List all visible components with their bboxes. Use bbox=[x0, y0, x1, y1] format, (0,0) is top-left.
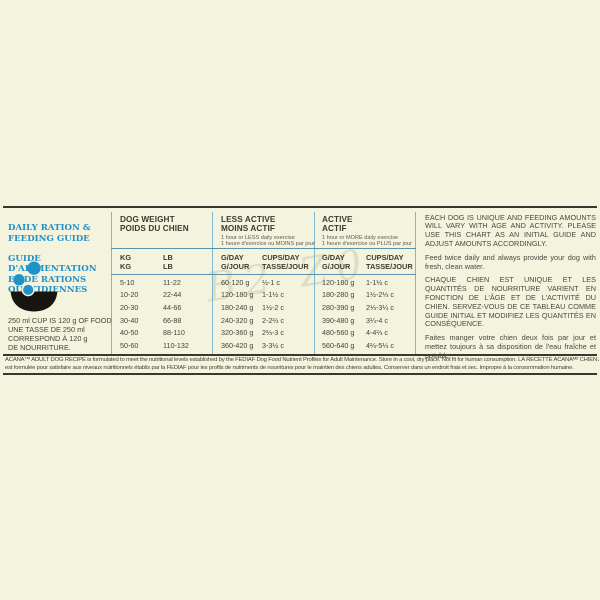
table-row: 40-50 88-110 320-360 g 2⅔-3 c 480-560 g … bbox=[111, 327, 416, 340]
top-rule bbox=[3, 206, 597, 209]
active-exercise-note: 1 hour or MORE daily exercise 1 heure d'… bbox=[322, 234, 412, 248]
bottom-rule bbox=[3, 373, 597, 376]
footnote-line-fr: est formulée pour satisfaire aux niveaux… bbox=[5, 364, 574, 371]
less-active-cups: 1½-2 c bbox=[262, 302, 284, 312]
advice-fr-note: Faites manger votre chien deux fois par … bbox=[425, 332, 596, 360]
less-active-grams: 360-420 g bbox=[221, 340, 254, 350]
sidebar-title-en: DAILY RATION & FEEDING GUIDE bbox=[8, 223, 91, 244]
active-grams: 560-640 g bbox=[322, 340, 355, 350]
col-group-active: ACTIVE ACTIF bbox=[322, 215, 353, 234]
active-grams: 480-560 g bbox=[322, 328, 355, 338]
kg-value: 50-60 bbox=[120, 340, 139, 350]
less-active-exercise-note: 1 hour or LESS daily exercise 1 heure d'… bbox=[221, 234, 315, 248]
active-grams: 120-180 g bbox=[322, 277, 355, 287]
less-active-grams: 120-180 g bbox=[221, 290, 254, 300]
less-active-cups: ½-1 c bbox=[262, 277, 280, 287]
less-active-grams: 180-240 g bbox=[221, 302, 254, 312]
advice-en-caps: EACH DOG IS UNIQUE AND FEEDING AMOUNTS W… bbox=[425, 212, 596, 249]
lb-value: 66-88 bbox=[163, 315, 182, 325]
kg-value: 5-10 bbox=[120, 277, 135, 287]
active-grams: 280-390 g bbox=[322, 302, 355, 312]
table-row: 20-30 44-66 180-240 g 1½-2 c 280-390 g 2… bbox=[111, 302, 416, 315]
less-active-cups: 3-3½ c bbox=[262, 340, 284, 350]
lb-value: 22-44 bbox=[163, 290, 182, 300]
column-divider bbox=[314, 212, 316, 354]
less-active-cups: 2⅔-3 c bbox=[262, 328, 284, 338]
table-row: 50-60 110-132 360-420 g 3-3½ c 560-640 g… bbox=[111, 340, 416, 353]
active-cups: 4-4⅔ c bbox=[366, 328, 388, 338]
lb-value: 44-66 bbox=[163, 302, 182, 312]
column-divider bbox=[415, 212, 417, 354]
lb-value: 88-110 bbox=[163, 328, 185, 338]
kg-value: 20-30 bbox=[120, 302, 139, 312]
kg-value: 30-40 bbox=[120, 315, 139, 325]
less-active-grams: 60-120 g bbox=[221, 277, 250, 287]
subheader-kg: KG KG bbox=[120, 252, 132, 272]
subheader-cupsday-less-active: CUPS/DAY TASSE/JOUR bbox=[262, 252, 309, 272]
less-active-cups: 1-1½ c bbox=[262, 290, 284, 300]
lb-value: 110-132 bbox=[163, 340, 189, 350]
kg-value: 40-50 bbox=[120, 328, 139, 338]
less-active-grams: 320-360 g bbox=[221, 328, 254, 338]
table-bottom-rule bbox=[3, 354, 597, 356]
subheader-gday-active: G/DAY G/JOUR bbox=[322, 252, 351, 272]
cup-measure-note: 250 ml CUP IS 120 g OF FOOD UNE TASSE DE… bbox=[8, 316, 112, 352]
advice-en-note: Feed twice daily and always provide your… bbox=[425, 252, 596, 271]
table-row: 10-20 22-44 120-180 g 1-1½ c 180-280 g 1… bbox=[111, 289, 416, 302]
less-active-grams: 240-320 g bbox=[221, 315, 254, 325]
active-cups: 3¼-4 c bbox=[366, 315, 388, 325]
active-grams: 390-480 g bbox=[322, 315, 355, 325]
active-grams: 180-280 g bbox=[322, 290, 355, 300]
column-divider bbox=[111, 212, 113, 354]
column-divider bbox=[212, 212, 214, 354]
feeding-advice-panel: EACH DOG IS UNIQUE AND FEEDING AMOUNTS W… bbox=[425, 212, 596, 366]
subheader-gday-less-active: G/DAY G/JOUR bbox=[221, 252, 250, 272]
col-group-dog-weight: DOG WEIGHT POIDS DU CHIEN bbox=[120, 215, 189, 234]
advice-fr-caps: CHAQUE CHIEN EST UNIQUE ET LES QUANTITÉS… bbox=[425, 274, 596, 329]
less-active-cups: 2-2⅔ c bbox=[262, 315, 284, 325]
header-divider bbox=[111, 248, 416, 250]
active-cups: 4⅔-5⅓ c bbox=[366, 340, 394, 350]
kg-value: 10-20 bbox=[120, 290, 139, 300]
subheader-cupsday-active: CUPS/DAY TASSE/JOUR bbox=[366, 252, 413, 272]
active-cups: 1½-2⅓ c bbox=[366, 290, 394, 300]
active-cups: 1-1½ c bbox=[366, 277, 388, 287]
active-cups: 2⅓-3¼ c bbox=[366, 302, 394, 312]
subheader-lb: LB LB bbox=[163, 252, 173, 272]
table-row: 5-10 11-22 60-120 g ½-1 c 120-180 g 1-1½… bbox=[111, 277, 416, 290]
subheader-divider bbox=[111, 274, 416, 276]
table-row: 30-40 66-88 240-320 g 2-2⅔ c 390-480 g 3… bbox=[111, 315, 416, 328]
footnote-line-en: ACANA™ ADULT DOG RECIPE is formulated to… bbox=[5, 357, 599, 363]
feeding-table-body: 5-10 11-22 60-120 g ½-1 c 120-180 g 1-1½… bbox=[111, 277, 416, 354]
bowl-kibble-icon bbox=[8, 259, 60, 319]
regulatory-footnote: ACANA™ ADULT DOG RECIPE is formulated to… bbox=[5, 357, 599, 372]
lb-value: 11-22 bbox=[163, 277, 181, 287]
col-group-less-active: LESS ACTIVE MOINS ACTIF bbox=[221, 215, 276, 234]
